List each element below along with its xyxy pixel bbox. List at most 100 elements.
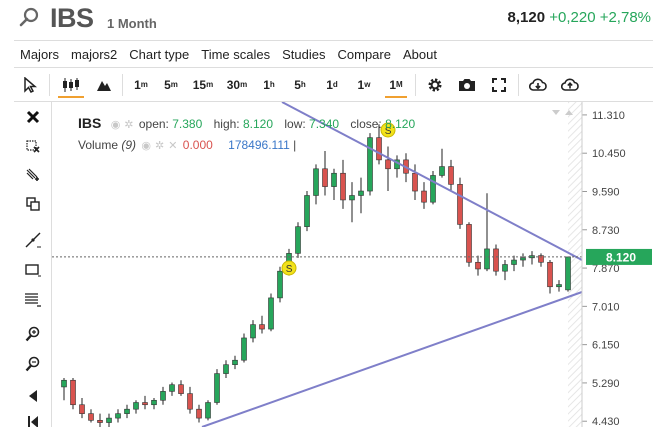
split-marker-label: S bbox=[385, 126, 392, 137]
line-tool-icon[interactable] bbox=[23, 230, 43, 250]
price-axis-label: 8.730 bbox=[592, 225, 620, 237]
menu-time-scales[interactable]: Time scales bbox=[201, 46, 271, 62]
price-axis-label: 7.870 bbox=[592, 263, 620, 275]
camera-icon[interactable] bbox=[451, 68, 483, 102]
candle-body bbox=[97, 420, 103, 423]
search-icon[interactable] bbox=[18, 6, 40, 28]
candle-body bbox=[475, 261, 481, 270]
volume-value-1: 178496.111 bbox=[228, 138, 290, 152]
eye-icon[interactable]: ◉ bbox=[110, 119, 121, 131]
upload-icon[interactable] bbox=[554, 68, 586, 102]
trend-tools-icon[interactable] bbox=[23, 165, 43, 185]
erase-drawings-icon[interactable] bbox=[23, 136, 43, 156]
candle-body bbox=[223, 364, 229, 374]
candle-body bbox=[124, 408, 130, 414]
low-value: 7.340 bbox=[309, 117, 340, 131]
candle-body bbox=[511, 259, 517, 265]
drawing-tools-panel bbox=[14, 102, 52, 427]
candle-body bbox=[142, 402, 148, 406]
timeframe-unit: d bbox=[332, 80, 338, 89]
timeframe-15m[interactable]: 15 m bbox=[186, 68, 220, 102]
eye-icon[interactable]: ◉ bbox=[141, 140, 151, 152]
candle-body bbox=[178, 384, 184, 394]
timeframe-unit: M bbox=[396, 80, 403, 89]
gear-icon[interactable]: ✲ bbox=[124, 119, 134, 131]
close-x-icon[interactable] bbox=[23, 107, 43, 127]
menu-compare[interactable]: Compare bbox=[337, 46, 391, 62]
fullscreen-icon[interactable] bbox=[483, 68, 515, 102]
candle-body bbox=[88, 413, 94, 421]
candle-body bbox=[115, 413, 121, 419]
trendline-lower bbox=[201, 291, 583, 427]
settings-gear-icon[interactable] bbox=[419, 68, 451, 102]
candle-body bbox=[259, 324, 265, 330]
menu-majors[interactable]: Majors bbox=[20, 46, 60, 62]
candle-body bbox=[484, 248, 490, 270]
timeframe-30m[interactable]: 30 m bbox=[220, 68, 254, 102]
menu-studies[interactable]: Studies bbox=[282, 46, 326, 62]
price-axis-label: 10.450 bbox=[592, 148, 626, 160]
candlestick-icon[interactable] bbox=[53, 68, 89, 102]
timeframe-base: 1 bbox=[389, 77, 396, 92]
candle-body bbox=[448, 166, 454, 185]
menu-about[interactable]: About bbox=[402, 46, 437, 62]
scroll-left-end-icon[interactable] bbox=[23, 412, 43, 427]
candle-body bbox=[322, 168, 328, 187]
candle-body bbox=[214, 373, 220, 403]
candle-body bbox=[430, 175, 436, 203]
candle-body bbox=[70, 379, 76, 406]
download-icon[interactable] bbox=[522, 68, 554, 102]
zoom-in-icon[interactable] bbox=[23, 324, 43, 344]
timeframe-unit: m bbox=[206, 80, 214, 89]
mountain-icon[interactable] bbox=[89, 68, 119, 102]
candle-body bbox=[385, 159, 391, 170]
quote-summary: 8,120 +0,220 +2,78% bbox=[508, 9, 651, 26]
timeframe-unit: m bbox=[240, 80, 248, 89]
cursor-arrow-icon[interactable] bbox=[14, 68, 46, 102]
rectangle-tool-icon[interactable] bbox=[23, 260, 43, 280]
menu-bar: Majors majors2 Chart type Time scales St… bbox=[14, 40, 653, 68]
candle-body bbox=[376, 137, 382, 161]
candle-body bbox=[61, 379, 67, 388]
candle-body bbox=[106, 417, 112, 423]
high-label: high: bbox=[213, 117, 240, 131]
current-price-badge bbox=[586, 248, 652, 265]
scroll-left-icon[interactable] bbox=[23, 386, 43, 406]
candle-body bbox=[520, 257, 526, 261]
open-label: open: bbox=[138, 117, 169, 131]
close-value: 8.120 bbox=[385, 117, 416, 131]
candle-body bbox=[358, 190, 364, 196]
remove-study-icon[interactable]: ✕ bbox=[168, 140, 178, 152]
menu-majors2[interactable]: majors2 bbox=[71, 46, 118, 62]
gear-icon[interactable]: ✲ bbox=[155, 140, 165, 152]
timeframe-base: 1 bbox=[134, 77, 141, 92]
copy-icon[interactable] bbox=[23, 194, 43, 214]
timeframe-base: 15 bbox=[192, 77, 207, 92]
candle-body bbox=[250, 324, 256, 339]
price-axis-label: 5.290 bbox=[592, 378, 620, 390]
close-label: close: bbox=[350, 117, 382, 131]
candle-body bbox=[268, 297, 274, 330]
horizontal-lines-icon[interactable] bbox=[23, 290, 43, 310]
ohlc-legend: IBS ◉ ✲ open: 7.380 high: 8.120 low: 7.34… bbox=[78, 115, 423, 131]
price-axis-label: 4.430 bbox=[592, 416, 620, 427]
candle-body bbox=[547, 261, 553, 288]
price-chart[interactable]: 11.310 10.450 9.590 8.730 7.870 7.010 6.150 5.2… bbox=[52, 102, 653, 427]
timeframe-unit: m bbox=[140, 80, 148, 89]
timeframe-base: 1 bbox=[326, 77, 333, 92]
low-label: low: bbox=[284, 117, 306, 131]
menu-chart-type[interactable]: Chart type bbox=[129, 46, 190, 62]
zoom-out-icon[interactable] bbox=[23, 354, 43, 374]
price-axis-label: 7.010 bbox=[592, 301, 620, 313]
volume-period: (9) bbox=[121, 138, 137, 152]
split-marker bbox=[380, 122, 396, 138]
candle-body bbox=[151, 399, 157, 406]
timeframe-unit: h bbox=[300, 80, 306, 89]
